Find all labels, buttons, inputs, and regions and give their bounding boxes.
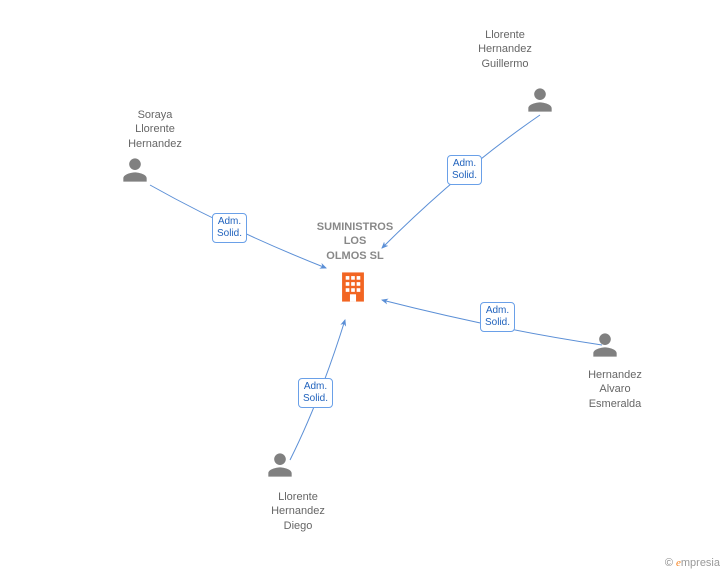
person-label-guillermo: Llorente Hernandez Guillermo (465, 28, 545, 71)
person-icon-guillermo[interactable] (526, 86, 554, 114)
label-line: Hernandez (271, 505, 325, 517)
center-label-line-1: SUMINISTROS (317, 221, 393, 233)
brand-rest: mpresia (681, 557, 720, 569)
edge-label-line: Adm. (453, 158, 476, 169)
copyright-symbol: © (665, 557, 673, 569)
building-icon[interactable] (338, 270, 368, 304)
edge-label-guillermo: Adm. Solid. (447, 155, 482, 185)
edge-label-line: Adm. (218, 216, 241, 227)
edge-label-line: Solid. (452, 170, 477, 181)
center-label-line-2: LOS (344, 235, 367, 247)
label-line: Esmeralda (589, 398, 642, 410)
label-line: Hernandez (588, 369, 642, 381)
person-label-soraya: Soraya Llorente Hernandez (115, 108, 195, 151)
edge-label-soraya: Adm. Solid. (212, 213, 247, 243)
person-label-diego: Llorente Hernandez Diego (258, 490, 338, 533)
label-line: Llorente (278, 491, 318, 503)
edge-label-line: Solid. (217, 228, 242, 239)
label-line: Guillermo (481, 58, 528, 70)
label-line: Llorente (135, 123, 175, 135)
label-line: Hernandez (478, 43, 532, 55)
copyright-footer: © empresia (665, 557, 720, 569)
person-icon-soraya[interactable] (121, 156, 149, 184)
label-line: Llorente (485, 29, 525, 41)
edge-label-diego: Adm. Solid. (298, 378, 333, 408)
edge-label-line: Solid. (485, 317, 510, 328)
person-icon-esmeralda[interactable] (591, 331, 619, 359)
person-icon-diego[interactable] (266, 451, 294, 479)
edge-label-line: Adm. (304, 381, 327, 392)
label-line: Hernandez (128, 138, 182, 150)
center-node-label: SUMINISTROS LOS OLMOS SL (305, 220, 405, 263)
center-label-line-3: OLMOS SL (326, 250, 383, 262)
person-label-esmeralda: Hernandez Alvaro Esmeralda (575, 368, 655, 411)
edge-label-line: Adm. (486, 305, 509, 316)
label-line: Diego (284, 520, 313, 532)
edge-label-esmeralda: Adm. Solid. (480, 302, 515, 332)
label-line: Soraya (138, 109, 173, 121)
label-line: Alvaro (599, 383, 630, 395)
edge-label-line: Solid. (303, 393, 328, 404)
